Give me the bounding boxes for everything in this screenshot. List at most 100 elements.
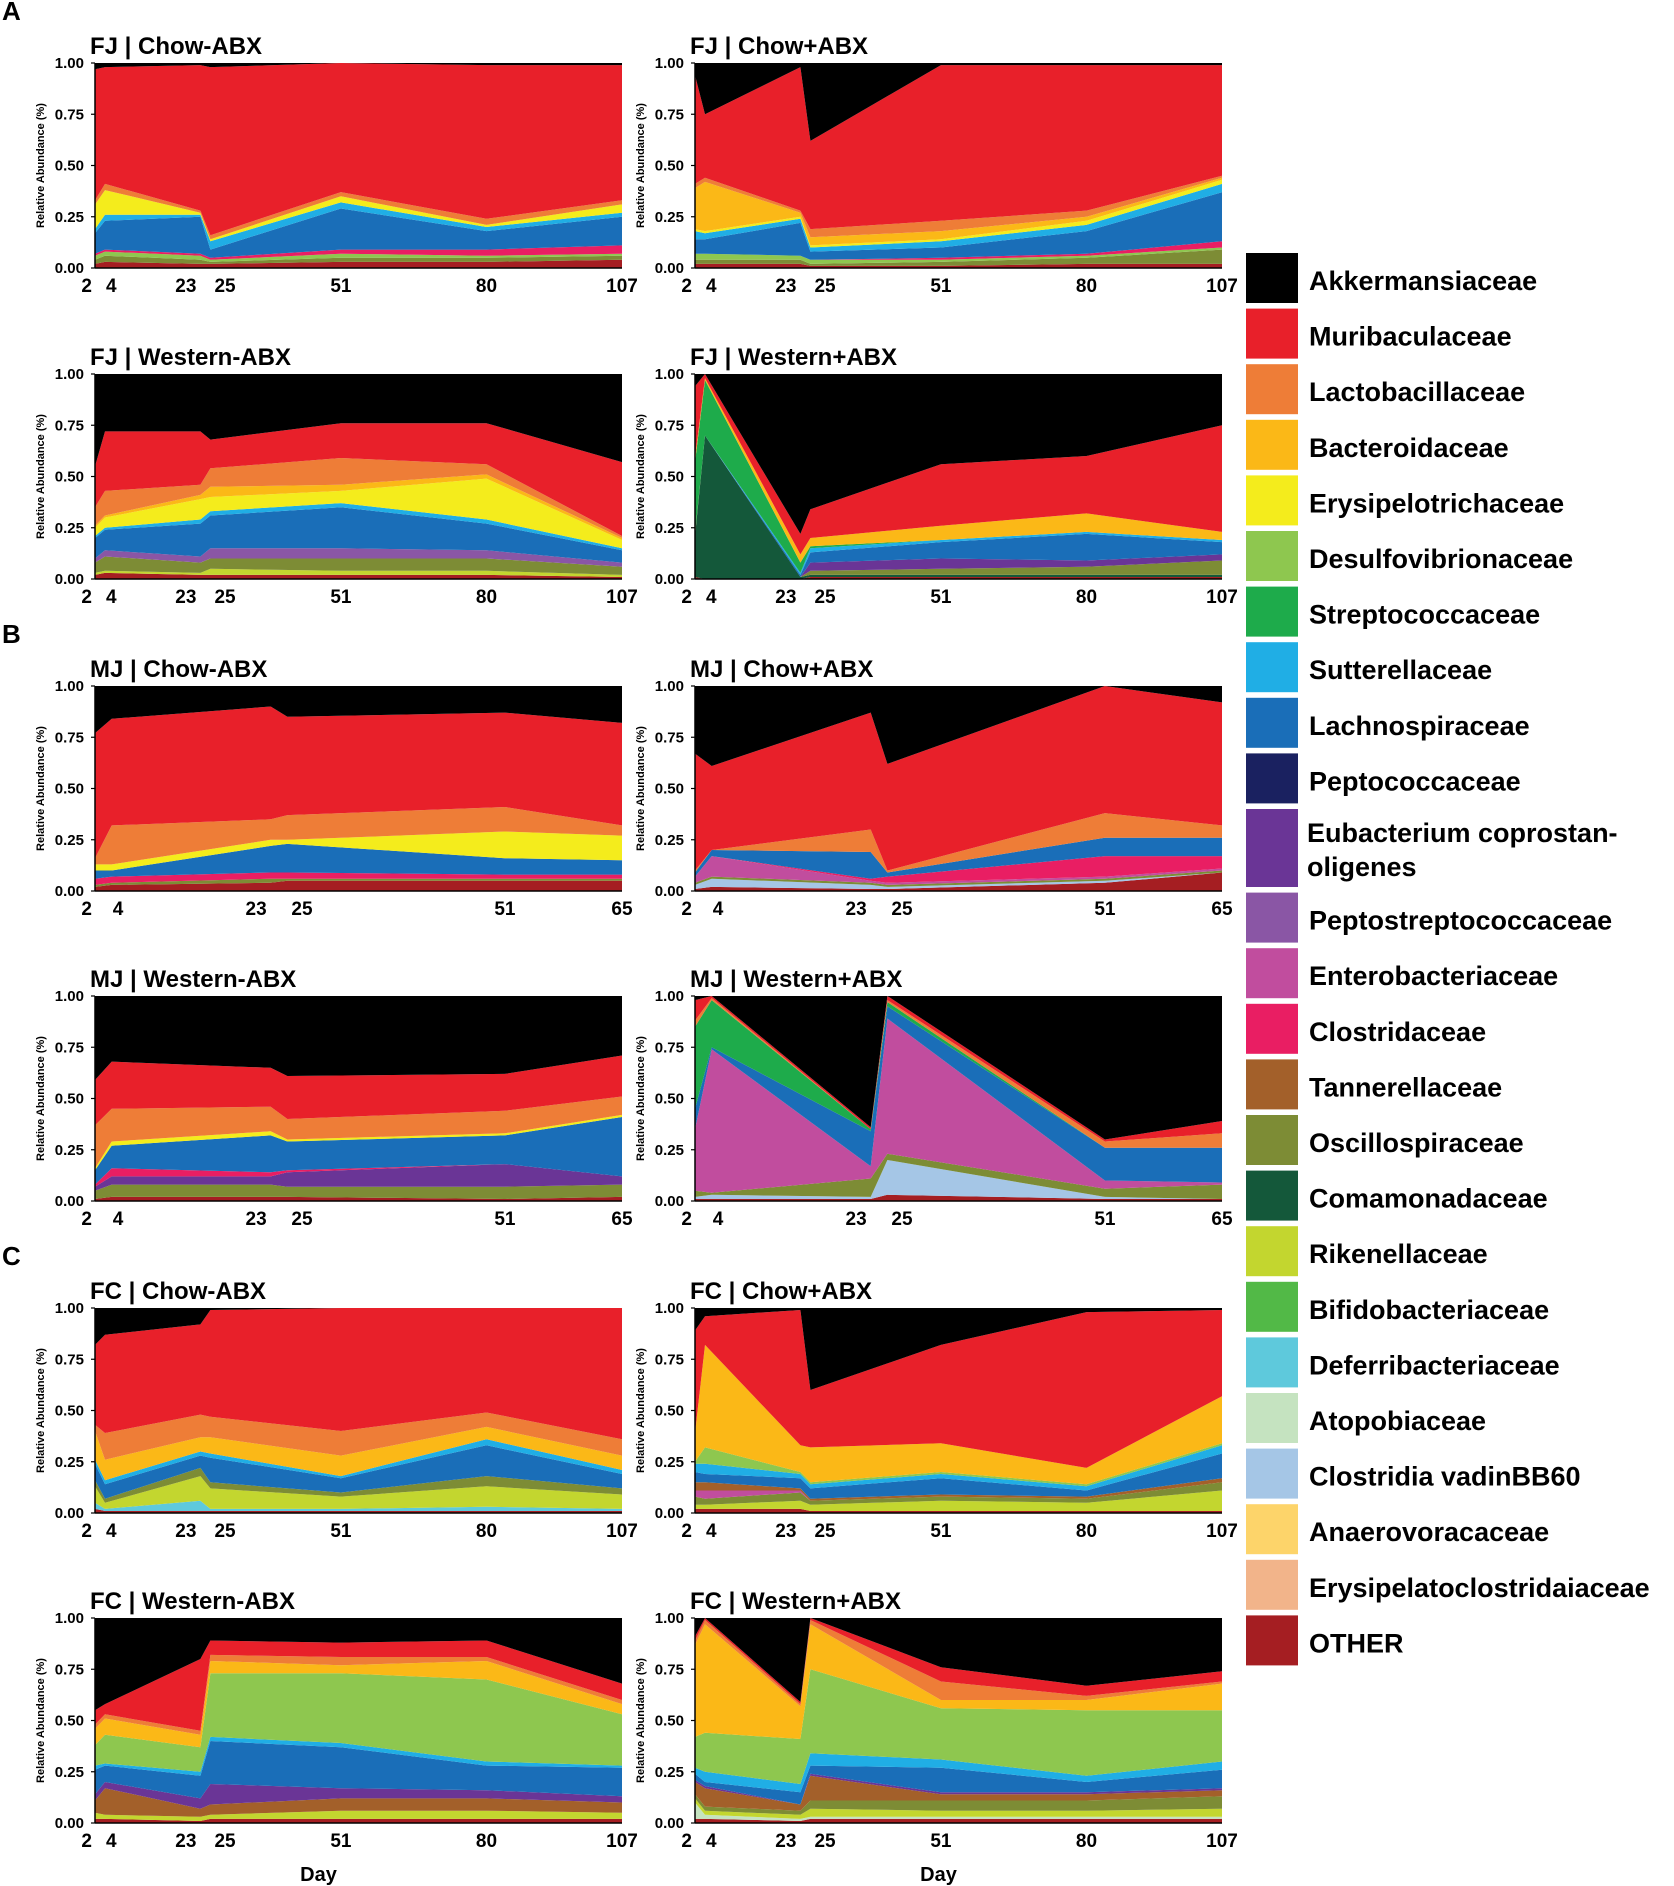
area-mj-western-plusabx-lachnospiraceae [695, 1006, 1222, 1183]
x-tick-label: 23 [775, 1831, 796, 1852]
legend-swatch-erysipelatoclostridaiaceae [1246, 1559, 1298, 1610]
y-tick-label: 0.00 [655, 1193, 684, 1210]
x-tick-label: 25 [214, 587, 236, 608]
area-fj-western-abx-akkermansiaceae [95, 374, 622, 467]
x-tick-label: 23 [246, 1209, 267, 1230]
x-tick-label: 51 [930, 587, 952, 608]
x-tick-label: 2 [81, 276, 92, 297]
y-axis-label: Relative Abundance (%) [35, 1036, 47, 1161]
area-mj-chow-plusabx-lachnospiraceae [695, 837, 1222, 879]
y-tick-label: 0.25 [655, 832, 684, 849]
legend-label-lactobacillaceae: Lactobacillaceae [1309, 377, 1525, 407]
y-tick-label: 0.75 [655, 729, 684, 746]
area-fc-western-abx-tannerellaceae [95, 1788, 622, 1817]
area-fc-western-plusabx-desulfovibrionaceae [695, 1669, 1222, 1784]
x-tick-label: 51 [1094, 1209, 1116, 1230]
area-mj-chow-abx-oscillospiraceae [95, 878, 622, 887]
panel-title-fj-western-plusabx: FJ | Western+ABX [690, 344, 897, 371]
x-tick-label: 25 [214, 276, 236, 297]
panel-title-fc-western-abx: FC | Western-ABX [90, 1588, 295, 1615]
area-fj-western-abx-bacteroidaceae [95, 474, 622, 540]
legend-swatch-erysipelotrichaceae [1246, 475, 1298, 526]
x-tick-label: 2 [681, 1521, 692, 1542]
area-fc-chow-abx-rikenellaceae [95, 1476, 622, 1509]
area-fj-western-plusabx-bacteroidaceae [695, 378, 1222, 563]
area-mj-western-abx-lactobacillaceae [95, 1096, 622, 1169]
panel-title-mj-western-plusabx: MJ | Western+ABX [690, 966, 902, 993]
y-tick-label: 0.50 [655, 1403, 684, 1420]
y-tick-label: 0.50 [655, 781, 684, 798]
panel-title-mj-chow-plusabx: MJ | Chow+ABX [690, 656, 873, 683]
y-tick-label: 0.25 [55, 520, 84, 537]
area-mj-chow-plusabx-clostridaceae [695, 856, 1222, 883]
area-fj-chow-plusabx-clostridaceae [695, 241, 1222, 260]
area-fc-western-abx-lachnospiraceae [95, 1741, 622, 1799]
x-tick-label: 25 [814, 1521, 836, 1542]
area-fc-western-plusabx-lachnospiraceae [695, 1765, 1222, 1805]
y-tick-label: 0.50 [55, 158, 84, 175]
area-fc-chow-plusabx-lachnospiraceae [695, 1453, 1222, 1499]
x-tick-label: 65 [1211, 899, 1233, 920]
y-axis-label: Relative Abundance (%) [635, 103, 647, 228]
x-tick-label: 23 [246, 899, 267, 920]
area-mj-chow-plusabx-lactobacillaceae [695, 813, 1222, 873]
x-tick-label: 2 [81, 899, 92, 920]
x-tick-label: 2 [81, 587, 92, 608]
x-tick-label: 4 [706, 587, 717, 608]
area-mj-chow-plusabx-other [695, 872, 1222, 891]
area-fj-chow-abx-sutterellaceae [95, 202, 622, 250]
x-tick-label: 80 [476, 1521, 497, 1542]
area-mj-western-plusabx-other [695, 1194, 1222, 1201]
area-mj-western-plusabx-oscillospiraceae [695, 1153, 1222, 1199]
y-tick-label: 0.25 [55, 832, 84, 849]
area-fj-western-abx-sutterellaceae [95, 503, 622, 551]
y-tick-label: 0.50 [55, 1713, 84, 1730]
area-mj-chow-plusabx-akkermansiaceae [695, 686, 1222, 766]
y-tick-label: 0.00 [655, 260, 684, 277]
y-tick-label: 1.00 [655, 678, 684, 695]
legend-label-rikenellaceae: Rikenellaceae [1309, 1239, 1488, 1269]
y-tick-label: 0.25 [55, 1142, 84, 1159]
legend-label-muribaculaceae: Muribaculaceae [1309, 322, 1512, 352]
y-tick-label: 0.00 [55, 571, 84, 588]
panel-title-fj-chow-abx: FJ | Chow-ABX [90, 33, 262, 60]
area-fj-chow-plusabx-oscillospiraceae [695, 249, 1222, 266]
area-fj-chow-abx-clostridaceae [95, 245, 622, 260]
legend-label-bacteroidaceae: Bacteroidaceae [1309, 433, 1509, 463]
area-fj-western-abx-erysipelotrichaceae [95, 478, 622, 549]
area-fc-western-plusabx-atopobiaceae [695, 1802, 1222, 1821]
y-axis-label: Relative Abundance (%) [35, 414, 47, 539]
area-mj-chow-plusabx-clostridia-vadinbb60 [695, 872, 1222, 889]
y-tick-label: 1.00 [55, 678, 84, 695]
y-axis-label: Relative Abundance (%) [635, 414, 647, 539]
legend-swatch-enterobacteriaceae [1246, 948, 1298, 999]
area-fc-chow-plusabx-oscillospiraceae [695, 1482, 1222, 1505]
y-axis-label: Relative Abundance (%) [35, 1658, 47, 1783]
y-tick-label: 1.00 [55, 366, 84, 383]
area-mj-chow-plusabx-enterobacteriaceae [695, 856, 1222, 885]
area-mj-western-abx-eubacterium-coprostan [95, 1164, 622, 1191]
x-tick-label: 107 [606, 276, 638, 297]
area-fc-western-plusabx-sutterellaceae [695, 1753, 1222, 1793]
x-tick-label: 23 [175, 1831, 196, 1852]
x-tick-label: 65 [1211, 1209, 1233, 1230]
legend-swatch-other [1246, 1615, 1298, 1666]
area-fj-chow-abx-erysipelotrichaceae [95, 190, 622, 242]
x-tick-label: 23 [775, 1521, 796, 1542]
x-tick-label: 51 [494, 899, 516, 920]
area-fc-chow-plusabx-rikenellaceae [695, 1490, 1222, 1511]
x-tick-label: 80 [476, 276, 497, 297]
y-tick-label: 0.25 [655, 520, 684, 537]
legend-label-peptostreptococcaceae: Peptostreptococcaceae [1309, 906, 1612, 936]
x-tick-label: 107 [606, 1521, 638, 1542]
y-axis-label: Relative Abundance (%) [35, 726, 47, 851]
x-axis-label: Day [300, 1864, 338, 1886]
x-tick-label: 23 [775, 587, 796, 608]
area-fc-western-abx-bacteroidaceae [95, 1661, 622, 1748]
x-tick-label: 80 [476, 587, 497, 608]
y-axis-label: Relative Abundance (%) [35, 103, 47, 228]
legend-swatch-oscillospiraceae [1246, 1115, 1298, 1165]
area-fj-western-abx-other [95, 572, 622, 579]
area-fc-western-abx-akkermansiaceae [95, 1618, 622, 1711]
